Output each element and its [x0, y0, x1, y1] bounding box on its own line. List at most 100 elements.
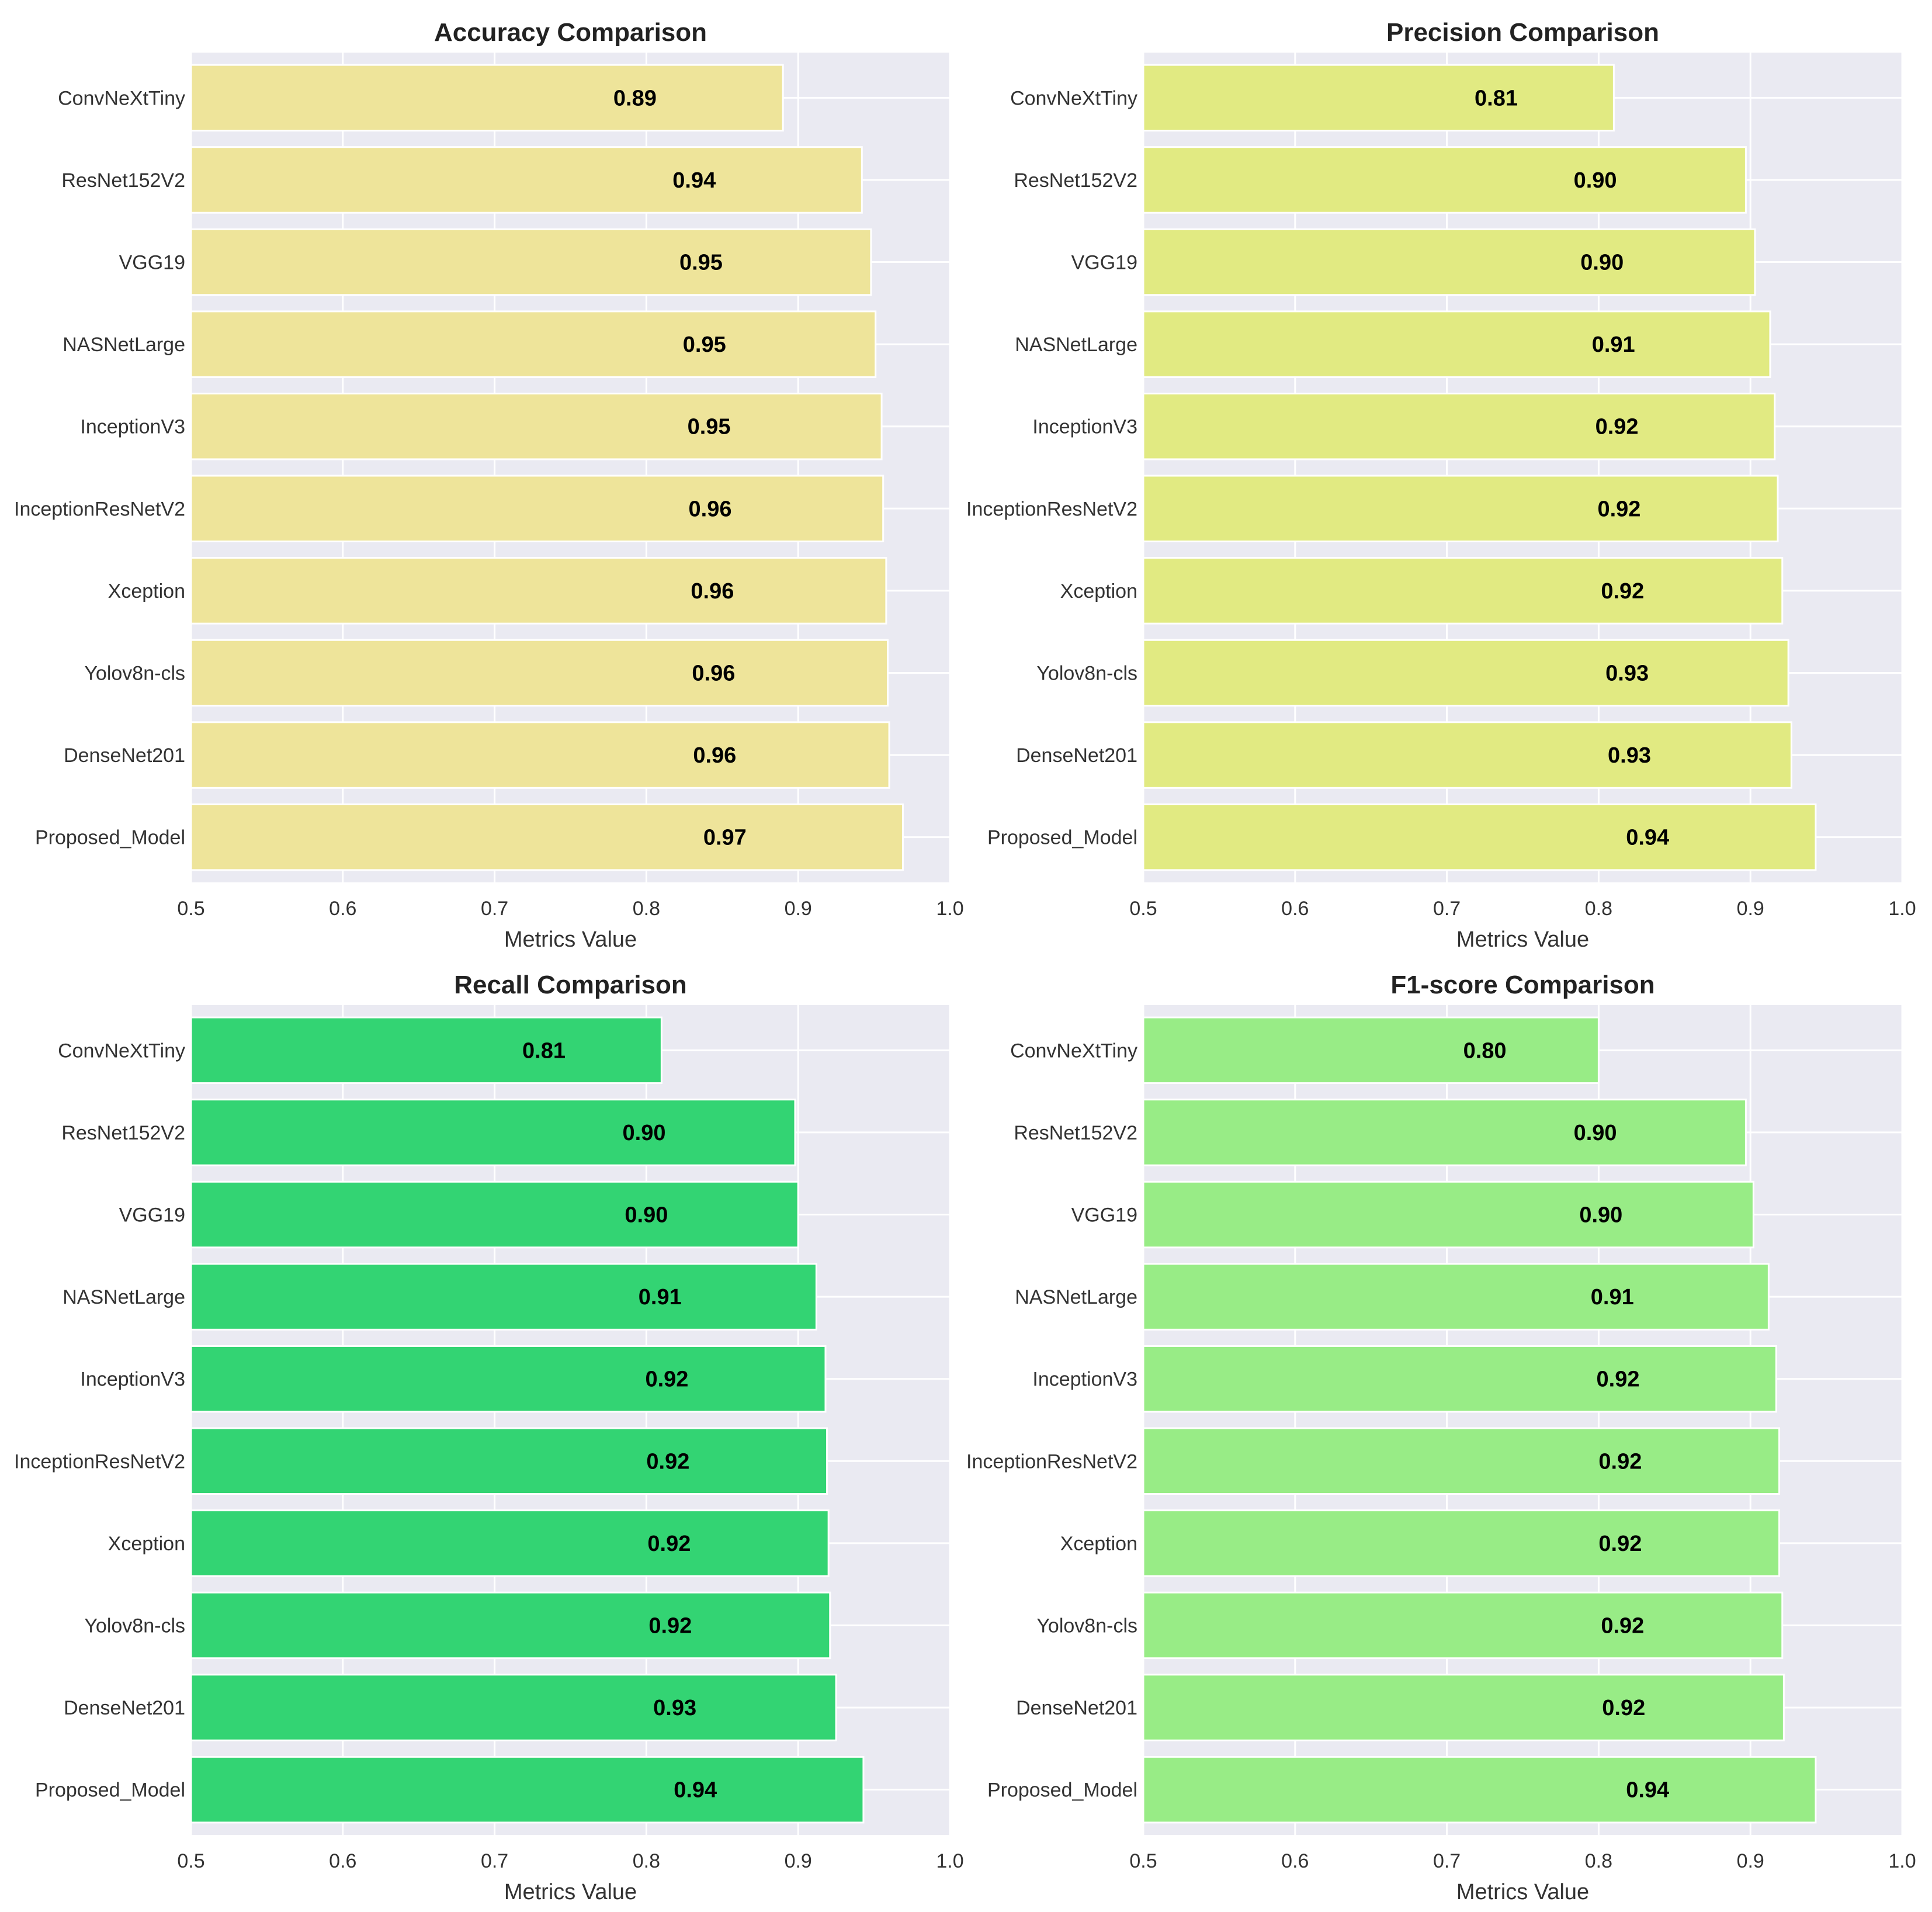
y-tick-label: DenseNet201: [1016, 744, 1137, 767]
bar: [190, 146, 863, 214]
bar-value-label: 0.90: [623, 1121, 666, 1145]
x-tick-label: 0.9: [1737, 898, 1764, 920]
x-tick-label: 0.6: [329, 1850, 356, 1872]
bar: [1142, 1755, 1817, 1824]
bar: [1142, 1180, 1754, 1249]
chart-panel-4: 0.5 0.6 0.7 0.8 0.9 1.0 0.80 ConvNeXtTiny 0.90 Re…: [966, 971, 1916, 1904]
bar: [190, 392, 883, 460]
bar-value-label: 0.92: [1598, 1532, 1642, 1556]
bar-value-label: 0.91: [1592, 332, 1635, 357]
y-tick-label: DenseNet201: [1016, 1697, 1137, 1719]
bar: [190, 721, 890, 789]
y-tick-label: InceptionResNetV2: [14, 1450, 185, 1473]
x-tick-label: 0.9: [785, 1850, 812, 1872]
x-tick-label: 0.5: [177, 1850, 204, 1872]
bar: [190, 1016, 663, 1085]
bar: [190, 557, 887, 625]
y-tick-label: ResNet152V2: [61, 1122, 185, 1144]
y-tick-label: Xception: [1060, 580, 1137, 602]
y-tick-label: InceptionResNetV2: [966, 1450, 1137, 1473]
chart-title: F1-score Comparison: [1390, 971, 1654, 999]
bar-value-label: 0.92: [1597, 497, 1640, 521]
bar: [190, 1427, 828, 1495]
bar: [1142, 1345, 1777, 1413]
bar-value-label: 0.90: [1579, 1203, 1622, 1228]
x-tick-label: 0.9: [1737, 1850, 1764, 1872]
y-tick-label: ConvNeXtTiny: [58, 1040, 185, 1062]
bar: [1142, 1427, 1781, 1495]
y-tick-label: NASNetLarge: [1015, 1286, 1137, 1308]
bar: [190, 1509, 830, 1577]
x-tick-label: 0.7: [1433, 1850, 1461, 1872]
x-tick-label: 0.6: [329, 898, 356, 920]
bar-value-label: 0.90: [1574, 168, 1617, 193]
bar-value-label: 0.94: [672, 168, 716, 193]
bar: [1142, 228, 1756, 296]
bar-value-label: 0.96: [689, 497, 732, 521]
y-tick-label: Xception: [1060, 1533, 1137, 1555]
bar: [1142, 474, 1779, 543]
y-tick-label: NASNetLarge: [63, 1286, 185, 1308]
x-tick-label: 1.0: [936, 1850, 963, 1872]
bar-value-label: 0.92: [1602, 1696, 1645, 1720]
x-tick-label: 0.7: [1433, 898, 1461, 920]
bar-value-label: 0.89: [613, 86, 657, 110]
bar: [190, 1099, 796, 1166]
bar-value-label: 0.92: [645, 1367, 688, 1392]
bar: [190, 1345, 827, 1413]
bar: [190, 474, 885, 543]
y-tick-label: Xception: [108, 1533, 185, 1555]
bar-value-label: 0.90: [625, 1203, 668, 1228]
bar-value-label: 0.90: [1574, 1121, 1617, 1145]
y-tick-label: Yolov8n-cls: [84, 662, 185, 684]
bar: [190, 228, 872, 296]
x-tick-label: 1.0: [936, 898, 963, 920]
bar-value-label: 0.96: [692, 661, 735, 685]
bar-value-label: 0.92: [647, 1532, 691, 1556]
bar-value-label: 0.81: [1475, 86, 1518, 110]
bar: [1142, 64, 1615, 132]
bar-value-label: 0.91: [1591, 1285, 1634, 1310]
x-tick-label: 0.8: [1585, 1850, 1612, 1872]
y-tick-label: Proposed_Model: [987, 827, 1137, 849]
y-tick-label: InceptionV3: [1032, 1369, 1137, 1391]
chart-title: Precision Comparison: [1386, 18, 1659, 47]
x-axis-label: Metrics Value: [504, 927, 637, 952]
bar-value-label: 0.95: [688, 415, 731, 439]
y-tick-label: Proposed_Model: [987, 1779, 1137, 1802]
y-tick-label: ConvNeXtTiny: [58, 87, 185, 109]
y-tick-label: Proposed_Model: [35, 1779, 185, 1802]
x-tick-label: 0.5: [1129, 1850, 1157, 1872]
x-axis-label: Metrics Value: [504, 1880, 637, 1904]
chart-panel-2: 0.5 0.6 0.7 0.8 0.9 1.0 0.81 ConvNeXtTiny 0.90 Re…: [966, 18, 1916, 952]
y-tick-label: ConvNeXtTiny: [1010, 1040, 1137, 1062]
bar-value-label: 0.94: [1626, 1778, 1669, 1803]
chart-panel-3: 0.5 0.6 0.7 0.8 0.9 1.0 0.81 ConvNeXtTiny 0.90 Re…: [14, 971, 964, 1904]
bar: [1142, 557, 1784, 625]
y-tick-label: Proposed_Model: [35, 827, 185, 849]
bar: [190, 1263, 817, 1331]
y-tick-label: ResNet152V2: [61, 169, 185, 192]
bar-value-label: 0.81: [522, 1038, 566, 1063]
y-tick-label: DenseNet201: [64, 1697, 185, 1719]
bar: [1142, 721, 1792, 789]
bar: [1142, 1591, 1784, 1660]
bar-value-label: 0.91: [639, 1285, 682, 1310]
x-tick-label: 0.5: [1129, 898, 1157, 920]
bar-value-label: 0.90: [1580, 251, 1624, 275]
y-tick-label: Yolov8n-cls: [1036, 662, 1137, 684]
x-tick-label: 0.7: [481, 1850, 508, 1872]
bar-value-label: 0.94: [1626, 826, 1669, 850]
x-tick-label: 1.0: [1888, 1850, 1916, 1872]
y-tick-label: ConvNeXtTiny: [1010, 87, 1137, 109]
y-tick-label: InceptionV3: [1032, 416, 1137, 438]
bar: [190, 64, 784, 132]
bar: [190, 1755, 865, 1824]
y-tick-label: Yolov8n-cls: [84, 1615, 185, 1637]
x-tick-label: 0.6: [1281, 1850, 1309, 1872]
x-tick-label: 0.6: [1281, 898, 1309, 920]
bar-value-label: 0.93: [1608, 743, 1651, 768]
bar-value-label: 0.92: [1601, 579, 1644, 604]
